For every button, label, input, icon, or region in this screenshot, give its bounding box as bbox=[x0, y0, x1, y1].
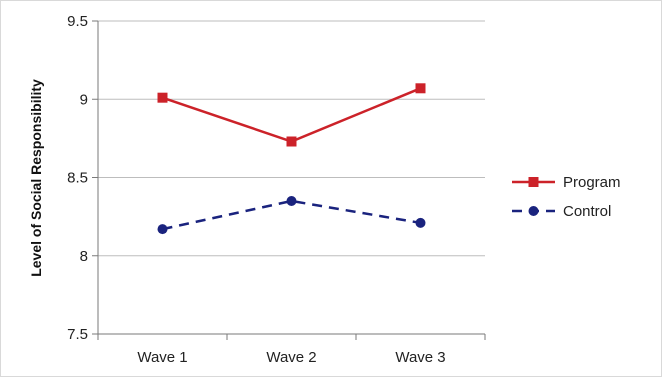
series-line-program bbox=[162, 87, 421, 143]
x-tick-label: Wave 1 bbox=[137, 349, 187, 366]
y-tick-label: 9 bbox=[80, 91, 88, 108]
data-point-control bbox=[286, 195, 297, 206]
legend-marker-program bbox=[528, 177, 539, 187]
x-tick-label: Wave 3 bbox=[395, 349, 445, 366]
legend-label-control: Control bbox=[563, 203, 611, 220]
axes bbox=[97, 21, 486, 340]
x-tick-labels: Wave 1 Wave 2 Wave 3 bbox=[137, 349, 445, 366]
data-point-program bbox=[415, 83, 426, 94]
data-point-program bbox=[286, 136, 297, 147]
data-point-control bbox=[415, 217, 426, 228]
legend: Program Control bbox=[512, 174, 621, 220]
gridlines bbox=[92, 20, 485, 335]
y-tick-labels: 7.5 8 8.5 9 9.5 bbox=[67, 13, 88, 343]
x-tick-label: Wave 2 bbox=[266, 349, 316, 366]
y-tick-label: 8.5 bbox=[67, 170, 88, 187]
legend-marker-control bbox=[528, 206, 539, 216]
y-tick-label: 9.5 bbox=[67, 13, 88, 30]
legend-label-program: Program bbox=[563, 174, 621, 191]
y-tick-label: 7.5 bbox=[67, 326, 88, 343]
series-layer bbox=[157, 83, 426, 235]
data-point-program bbox=[157, 92, 168, 103]
y-tick-label: 8 bbox=[80, 248, 88, 265]
data-point-control bbox=[157, 224, 168, 235]
y-axis-label: Level of Social Responsibility bbox=[28, 79, 44, 277]
